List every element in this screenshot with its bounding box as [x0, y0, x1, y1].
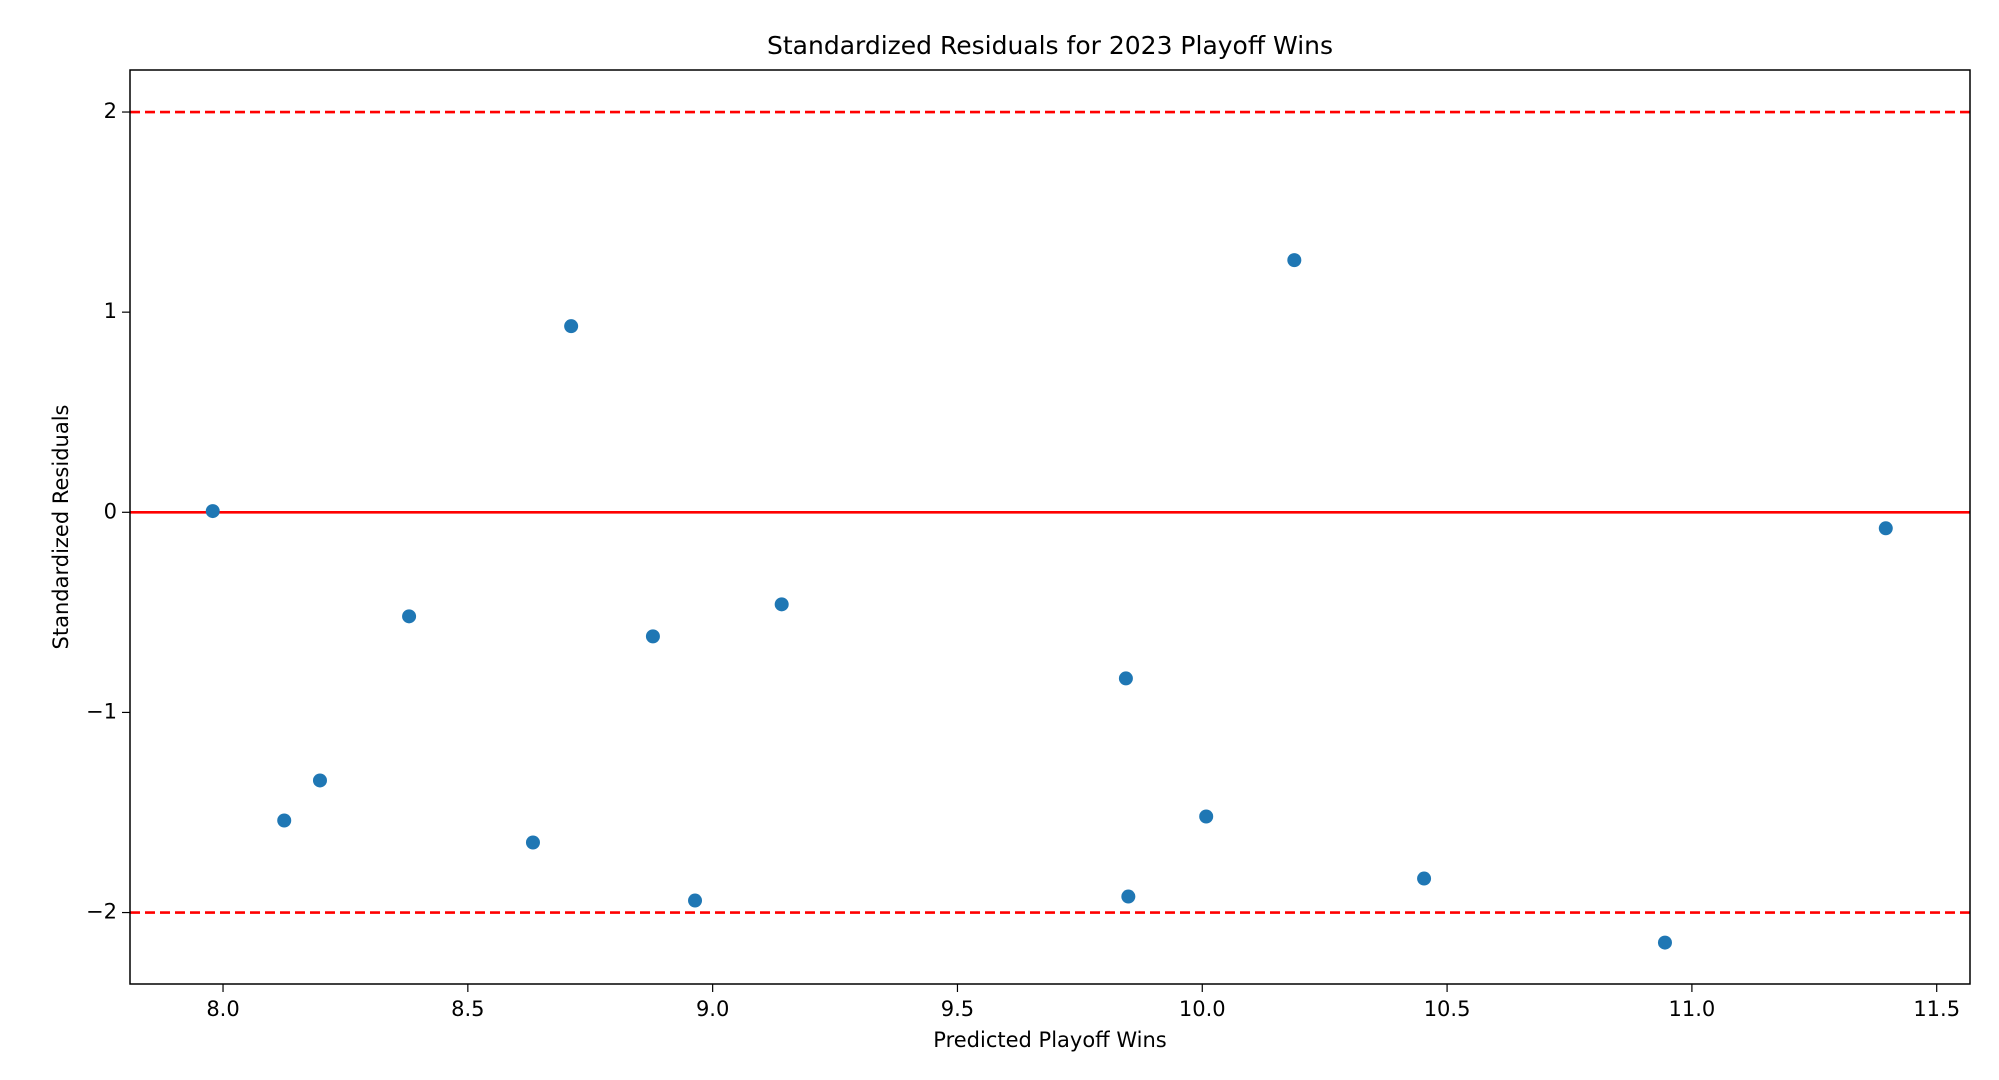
y-tick-label: −2 [86, 900, 117, 924]
y-tick-label: −1 [86, 699, 117, 723]
x-tick-label: 9.5 [941, 997, 974, 1021]
x-tick-label: 11.0 [1669, 997, 1716, 1021]
point [774, 597, 789, 612]
y-axis-label: Standardized Residuals [49, 405, 73, 650]
point [312, 773, 327, 788]
point [688, 893, 703, 908]
point [402, 609, 417, 624]
x-tick-label: 11.5 [1913, 997, 1960, 1021]
point [645, 629, 660, 644]
point [1287, 253, 1302, 268]
y-tick-label: 0 [104, 499, 117, 523]
x-tick-label: 8.0 [206, 997, 239, 1021]
y-tick-label: 1 [104, 299, 117, 323]
x-axis-label: Predicted Playoff Wins [933, 1028, 1166, 1052]
point [1878, 521, 1893, 536]
point [277, 813, 292, 828]
point [1417, 871, 1432, 886]
y-tick-label: 2 [104, 99, 117, 123]
point [205, 504, 220, 519]
point [1121, 889, 1136, 904]
point [1118, 671, 1133, 686]
plot-frame [129, 69, 1971, 985]
point [1199, 809, 1214, 824]
x-tick-label: 8.5 [451, 997, 484, 1021]
x-tick-label: 10.5 [1424, 997, 1471, 1021]
x-tick-label: 10.0 [1179, 997, 1226, 1021]
point [1657, 935, 1672, 950]
x-tick-label: 9.0 [696, 997, 729, 1021]
point [564, 319, 579, 334]
chart-title: Standardized Residuals for 2023 Playoff … [767, 31, 1333, 60]
point [525, 835, 540, 850]
